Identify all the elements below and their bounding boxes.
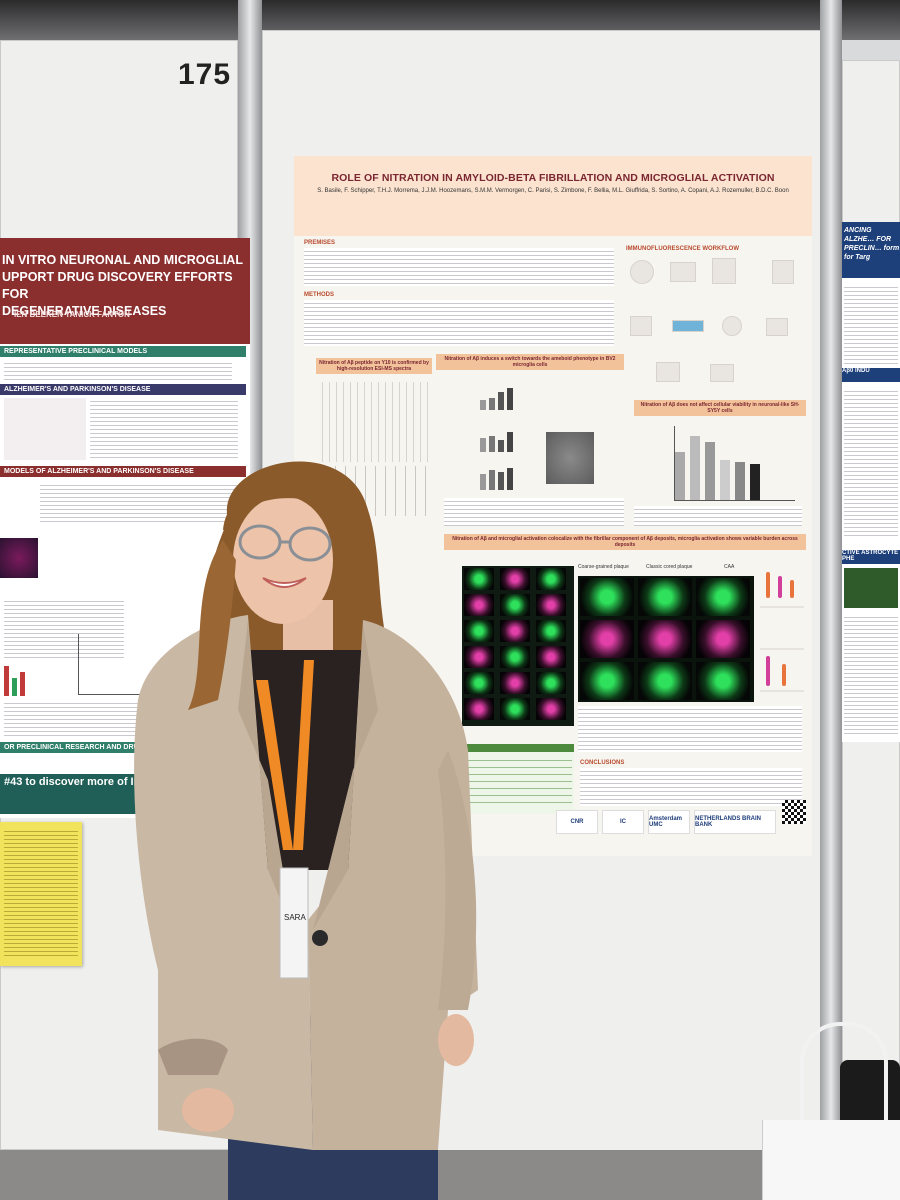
brain-icon — [630, 260, 654, 284]
blazer — [134, 615, 313, 1150]
logo-amsterdam-umc: Amsterdam UMC — [648, 810, 690, 834]
workflow-title: IMMUNOFLUORESCENCE WORKFLOW — [626, 246, 739, 252]
methods-text — [304, 300, 614, 346]
figure-microscopy — [0, 538, 38, 578]
badge-text: SARA — [284, 913, 306, 922]
body-text — [40, 482, 238, 522]
figure-caption — [578, 706, 802, 752]
left-poster-banner: REPRESENTATIVE PRECLINICAL MODELS — [0, 346, 246, 357]
presenter-person: SARA — [134, 461, 478, 1200]
scrunchie — [158, 1038, 228, 1075]
left-poster-authors: IEN BEEKEN YANICK FANTON — [14, 310, 130, 319]
logo-netherlands-brain-bank: NETHERLANDS BRAIN BANK — [694, 810, 776, 834]
microscopy-image — [546, 432, 594, 484]
premises-text — [304, 248, 614, 286]
board-frame-pole — [820, 0, 842, 1170]
figure-diagram — [4, 398, 86, 460]
left-poster-banner: MODELS OF ALZHEIMER'S AND PARKINSON'S DI… — [0, 466, 246, 477]
section-title-methods: METHODS — [304, 292, 334, 298]
yellow-flyer — [0, 822, 82, 966]
right-poster-band: Aβ0 INDU — [842, 368, 900, 382]
analysis-icon — [710, 364, 734, 382]
ms-spectra-figure — [316, 382, 428, 462]
main-poster-title: ROLE OF NITRATION IN AMYLOID-BETA FIBRIL… — [331, 172, 775, 184]
dish-icon — [722, 316, 742, 336]
left-poster-title: IN VITRO NEURONAL AND MICROGLIAL UPPORT … — [2, 253, 243, 318]
plaque-label: Coarse-grained plaque — [578, 564, 629, 570]
panel-header: Nitration of Aβ induces a switch towards… — [436, 354, 624, 370]
body-text — [90, 398, 238, 458]
body-text — [844, 284, 898, 364]
floor — [0, 1150, 900, 1200]
slide-icon — [672, 320, 704, 332]
lanyard — [293, 660, 314, 850]
logo-ic: IC — [602, 810, 644, 834]
plate-icon — [766, 318, 788, 336]
microscopy-grid — [462, 566, 574, 726]
plaque-label: Classic cored plaque — [646, 564, 693, 570]
right-poster-title: ANCING ALZHE… FOR PRECLIN… form for Targ — [844, 227, 900, 261]
microscope-icon — [656, 362, 680, 382]
hair — [223, 481, 348, 530]
bag-handle — [800, 1022, 888, 1166]
left-poster-banner: OR PRECLINICAL RESEARCH AND DRUG DEV — [0, 742, 246, 753]
bar-chart-small — [4, 658, 32, 696]
board-number: 175 — [178, 58, 232, 91]
tote-bag — [762, 1120, 900, 1200]
logo-strip: CNR IC Amsterdam UMC NETHERLANDS BRAIN B… — [556, 810, 806, 834]
mouth — [262, 577, 307, 588]
body-text — [844, 388, 898, 538]
right-poster-band: CTIVE ASTROCYTE PHE — [842, 550, 900, 564]
tissue-block-icon — [670, 262, 696, 282]
section-title-premises: PREMISES — [304, 240, 336, 246]
hair — [188, 540, 236, 710]
section-title-conclusions: CONCLUSIONS — [580, 760, 625, 766]
jacket-button — [312, 930, 328, 946]
left-poster-banner: ALZHEIMER'S AND PARKINSON'S DISEASE — [0, 384, 246, 395]
microtome-icon — [712, 258, 736, 284]
bar-chart — [480, 384, 540, 410]
bar-chart — [480, 466, 540, 490]
right-poster-header: ANCING ALZHE… FOR PRECLIN… form for Targ — [842, 222, 900, 278]
sample-icon — [630, 316, 652, 336]
qr-code-icon — [782, 800, 806, 824]
panel-header: Nitration of Aβ peptide on Y10 is confir… — [316, 358, 432, 374]
main-poster-header: ROLE OF NITRATION IN AMYLOID-BETA FIBRIL… — [294, 156, 812, 236]
lanyard — [256, 680, 293, 850]
body-text — [4, 598, 124, 658]
panel-header: Nitration of Aβ does not affect cellular… — [634, 400, 806, 416]
figure-caption — [444, 498, 624, 526]
microscopy-image — [844, 568, 898, 608]
viability-bar-chart — [674, 426, 795, 501]
bar-chart — [480, 428, 540, 452]
left-poster-header: IN VITRO NEURONAL AND MICROGLIAL UPPORT … — [0, 238, 250, 344]
glasses-icon — [238, 524, 332, 562]
logo-cnr: CNR — [556, 810, 598, 834]
arm — [438, 750, 477, 1010]
figure-caption — [634, 506, 802, 526]
panel-header: Nitration of Aβ and microglial activatio… — [444, 534, 806, 550]
line-chart — [78, 634, 159, 695]
immunofluorescence-workflow: IMMUNOFLUORESCENCE WORKFLOW — [626, 246, 806, 394]
violin-plots — [760, 566, 804, 696]
staining-icon — [772, 260, 794, 284]
body-text — [4, 360, 232, 380]
plaque-microscopy-grid — [578, 576, 754, 702]
name-badge — [279, 867, 309, 979]
flyer-text — [4, 828, 78, 958]
main-poster-authors: S. Basile, F. Schipper, T.H.J. Morrema, … — [317, 188, 789, 194]
hand — [182, 1088, 234, 1132]
plaque-label: CAA — [724, 564, 735, 570]
blazer — [308, 620, 478, 1150]
hand — [438, 1014, 474, 1066]
body-text — [844, 614, 898, 734]
conclusions-text — [580, 768, 802, 806]
right-poster: ANCING ALZHE… FOR PRECLIN… form for Targ… — [842, 222, 900, 742]
